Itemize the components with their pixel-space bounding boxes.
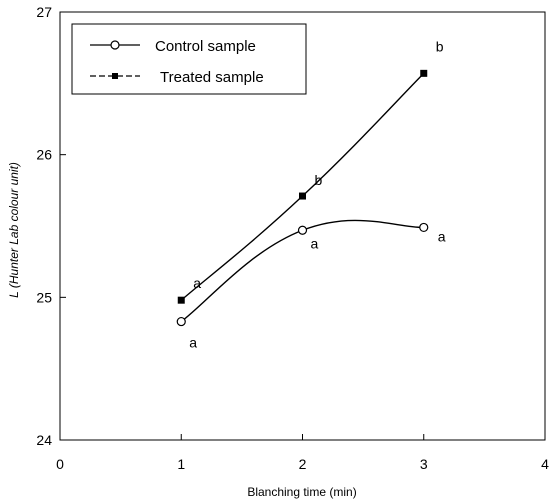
series-1-point-1 (299, 192, 306, 200)
y-axis-title: L (Hunter Lab colour unit) (7, 162, 21, 298)
series-0-label-0: a (189, 335, 197, 351)
x-tick-label-2: 2 (299, 456, 307, 472)
legend-control-label: Control sample (155, 38, 256, 55)
x-axis-ticks: 0 1 2 3 4 (56, 434, 549, 472)
series-line-1 (180, 72, 425, 301)
y-axis-ticks: 24 25 26 27 (36, 4, 66, 448)
series-0-label-1: a (311, 235, 319, 251)
series-1-point-2 (420, 69, 428, 77)
series-0-label-2: a (438, 228, 446, 244)
x-tick-label-4: 4 (541, 456, 549, 472)
x-tick-label-0: 0 (56, 456, 64, 472)
series-layer: a a a a b b (176, 38, 446, 351)
legend-control-marker (110, 40, 120, 50)
y-tick-label-1: 25 (36, 289, 52, 305)
x-axis-title: Blanching time (min) (247, 485, 356, 499)
legend-treated-marker (112, 73, 118, 79)
series-line-0 (180, 219, 424, 323)
x-tick-label-1: 1 (177, 456, 185, 472)
x-tick-label-3: 3 (420, 456, 428, 472)
y-tick-label-2: 26 (36, 147, 52, 163)
legend: Control sample Treated sample (71, 23, 307, 95)
series-0-point-1 (297, 225, 308, 235)
legend-box (71, 23, 307, 95)
series-1-point-0 (177, 296, 185, 304)
series-0-point-2 (419, 222, 429, 233)
y-tick-label-3: 27 (36, 4, 52, 20)
series-1-label-2: b (436, 38, 444, 54)
series-1-label-1: b (315, 172, 323, 188)
series-0-point-0 (176, 316, 186, 327)
legend-treated-label: Treated sample (160, 69, 264, 86)
series-1-label-0: a (193, 275, 201, 291)
y-tick-label-0: 24 (36, 432, 52, 448)
